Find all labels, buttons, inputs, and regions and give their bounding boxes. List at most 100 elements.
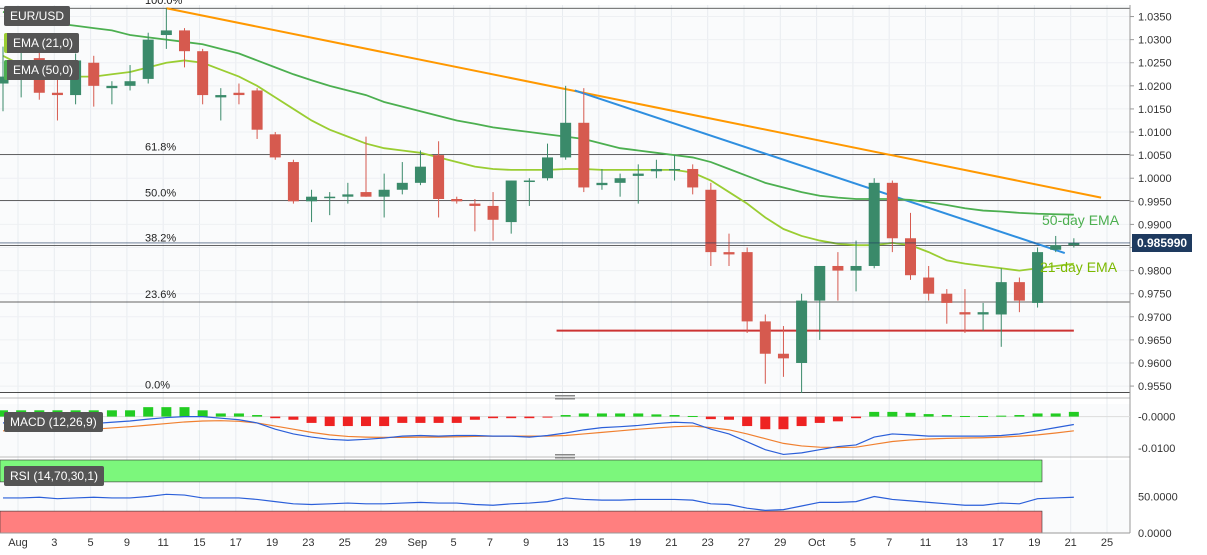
candle-body bbox=[324, 196, 336, 199]
candle-body bbox=[396, 182, 408, 190]
x-tick-label: 13 bbox=[956, 537, 968, 549]
candle-body bbox=[197, 51, 209, 96]
y-tick-label: 1.0350 bbox=[1138, 12, 1172, 24]
macd-histogram-bar bbox=[451, 416, 462, 423]
macd-label[interactable]: MACD (12,26,9) bbox=[4, 412, 103, 432]
candle-body bbox=[1050, 245, 1062, 250]
macd-line bbox=[2, 416, 1074, 456]
macd-panel: -0.0000 -0.0100 bbox=[0, 407, 1175, 455]
candle-body bbox=[777, 353, 789, 359]
macd-histogram-bar bbox=[560, 415, 571, 417]
candle-body bbox=[995, 282, 1007, 315]
y-tick-label: 1.0050 bbox=[1138, 150, 1172, 162]
candle-body bbox=[124, 81, 136, 86]
candles[interactable] bbox=[0, 8, 1080, 393]
macd-histogram-bar bbox=[1068, 411, 1079, 417]
candle-body bbox=[106, 85, 118, 89]
macd-histogram-bar bbox=[978, 415, 989, 417]
x-tick-label: 17 bbox=[230, 537, 242, 549]
macd-histogram-bar bbox=[1050, 413, 1061, 417]
x-tick-label: 21 bbox=[665, 537, 677, 549]
y-tick-label: 1.0200 bbox=[1138, 81, 1172, 93]
candle-body bbox=[523, 180, 535, 183]
macd-histogram-bar bbox=[814, 416, 825, 423]
y-tick-label: 1.0300 bbox=[1138, 35, 1172, 47]
candle-body bbox=[251, 90, 263, 130]
x-tick-label: 21 bbox=[1065, 537, 1077, 549]
ema21-line bbox=[2, 55, 1074, 272]
ema50-note: 50-day EMA bbox=[1042, 212, 1120, 228]
macd-histogram-bar bbox=[379, 416, 390, 427]
candle-body bbox=[959, 312, 971, 315]
candle-body bbox=[650, 168, 662, 172]
macd-histogram-bar bbox=[306, 416, 317, 423]
ema21-note: 21-day EMA bbox=[1040, 259, 1118, 275]
downtrend-line-blue bbox=[574, 89, 1066, 254]
y-tick-label: 0.9650 bbox=[1138, 335, 1172, 347]
rsi-panel: 50.0000 0.0000 bbox=[0, 459, 1178, 540]
candle-body bbox=[796, 300, 808, 363]
x-tick-label: 25 bbox=[1101, 537, 1113, 549]
x-tick-label: 29 bbox=[375, 537, 387, 549]
candle-body bbox=[542, 157, 553, 179]
panel-resize-grip bbox=[555, 398, 575, 400]
x-tick-label: 25 bbox=[339, 537, 351, 549]
panel-resize-grip bbox=[555, 395, 575, 397]
macd-histogram-bar bbox=[669, 415, 680, 417]
rsi-label[interactable]: RSI (14,70,30,1) bbox=[4, 466, 105, 486]
x-tick-label: 9 bbox=[124, 537, 130, 549]
fib-label: 38.2% bbox=[145, 233, 176, 245]
x-tick-label: 11 bbox=[157, 537, 168, 549]
macd-histogram-bar bbox=[832, 416, 843, 422]
macd-histogram-bar bbox=[288, 416, 299, 420]
x-tick-label: Oct bbox=[808, 537, 825, 549]
candle-body bbox=[179, 30, 190, 52]
macd-histogram-bar bbox=[578, 413, 589, 417]
candle-body bbox=[596, 182, 608, 186]
macd-histogram-bar bbox=[851, 416, 862, 419]
ema21-label[interactable]: EMA (21,0) bbox=[4, 33, 80, 53]
macd-histogram-bar bbox=[1032, 413, 1043, 417]
candle-body bbox=[977, 312, 989, 315]
candle-body bbox=[215, 95, 227, 98]
fib-label: 61.8% bbox=[145, 142, 176, 154]
candle-body bbox=[505, 180, 517, 223]
symbol-label[interactable]: EUR/USD bbox=[4, 6, 71, 26]
candle-body bbox=[923, 277, 935, 294]
macd-histogram-bar bbox=[524, 416, 535, 419]
macd-histogram-bar bbox=[125, 410, 136, 417]
x-tick-label: Sep bbox=[408, 537, 428, 549]
ema-notes: 50-day EMA 21-day EMA bbox=[1040, 212, 1120, 275]
candle-body bbox=[233, 92, 245, 96]
macd-histogram-bar bbox=[596, 413, 607, 417]
macd-histogram-bar bbox=[923, 414, 934, 417]
x-tick-label: 5 bbox=[850, 537, 856, 549]
candle-body bbox=[687, 168, 699, 188]
macd-histogram-bar bbox=[633, 413, 644, 417]
y-tick-label: 1.0250 bbox=[1138, 58, 1172, 70]
macd-histogram-bar bbox=[869, 411, 880, 417]
candle-body bbox=[378, 189, 390, 197]
x-tick-label: 3 bbox=[51, 537, 57, 549]
rsi-overbought-zone bbox=[0, 459, 1043, 483]
candle-body bbox=[51, 92, 63, 96]
y-tick-label: 0.9950 bbox=[1138, 196, 1172, 208]
macd-histogram-bar bbox=[397, 416, 408, 423]
candle-body bbox=[814, 265, 826, 301]
macd-histogram-bar bbox=[342, 416, 353, 427]
macd-histogram-bar bbox=[143, 407, 154, 417]
ema50-label[interactable]: EMA (50,0) bbox=[4, 60, 80, 80]
candle-body bbox=[669, 168, 681, 171]
macd-histogram-bar bbox=[197, 410, 208, 417]
candle-body bbox=[759, 321, 771, 354]
rsi-tick-label: 0.0000 bbox=[1138, 528, 1172, 540]
macd-tick-label: -0.0000 bbox=[1138, 412, 1175, 424]
candle-body bbox=[723, 252, 735, 255]
macd-histogram-bar bbox=[796, 416, 807, 427]
macd-histogram-bar bbox=[742, 416, 753, 427]
x-tick-label: 17 bbox=[992, 537, 1004, 549]
candle-body bbox=[614, 178, 626, 183]
candle-body bbox=[850, 265, 862, 271]
candle-body bbox=[342, 194, 354, 197]
